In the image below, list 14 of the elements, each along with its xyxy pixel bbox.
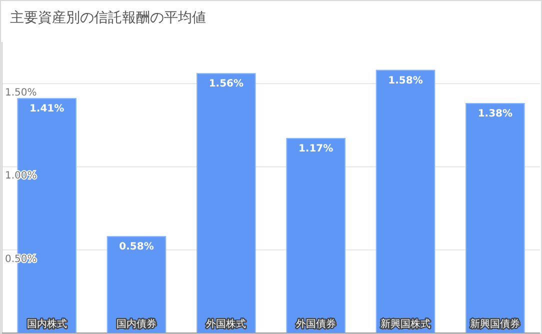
x-tick-label: 新興国株式 (380, 318, 430, 330)
data-label: 1.58% (388, 75, 423, 86)
data-label: 1.41% (29, 104, 64, 115)
data-label: 1.17% (298, 143, 334, 154)
chart-title: 主要資産別の信託報酬の平均値 (10, 10, 206, 26)
x-tick-label: 外国債券 (296, 318, 336, 330)
x-tick-label: 外国株式 (206, 318, 246, 330)
data-label: 1.56% (208, 78, 244, 90)
data-label: 0.58% (119, 242, 154, 253)
data-label: 1.38% (478, 108, 513, 120)
y-tick-label: 1.50% (5, 88, 37, 99)
x-tick-label: 国内株式 (26, 318, 67, 330)
x-tick-label: 新興国債券 (470, 318, 520, 330)
x-tick-label: 国内債券 (116, 318, 156, 330)
